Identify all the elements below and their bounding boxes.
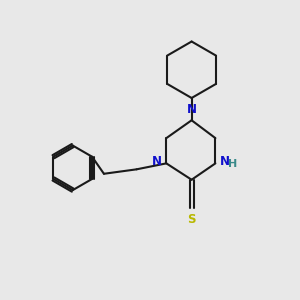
Text: N: N	[220, 155, 230, 168]
Text: N: N	[152, 155, 162, 168]
Text: S: S	[188, 213, 196, 226]
Text: H: H	[229, 159, 238, 169]
Text: N: N	[187, 103, 196, 116]
